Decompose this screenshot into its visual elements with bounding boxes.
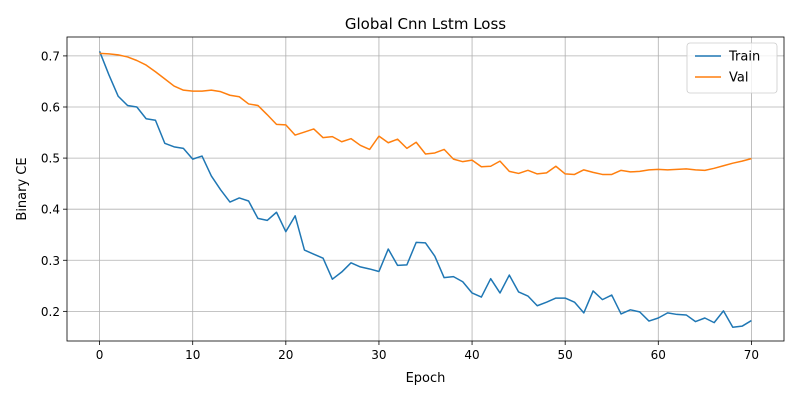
series-lines — [98, 51, 752, 328]
y-tick-label: 0.4 — [41, 203, 60, 217]
y-tick-label: 0.6 — [41, 100, 60, 114]
y-tick-label: 0.2 — [41, 305, 60, 319]
x-tick-label: 0 — [96, 348, 104, 362]
x-axis-label: Epoch — [406, 371, 446, 386]
y-tick-label: 0.3 — [41, 254, 60, 268]
x-tick-label: 70 — [744, 348, 759, 362]
x-tick-label: 40 — [464, 348, 479, 362]
series-line-train — [98, 51, 752, 328]
y-axis-label: Binary CE — [15, 157, 30, 220]
x-tick-label: 10 — [185, 348, 200, 362]
legend: Train Val — [686, 42, 778, 94]
chart-title: Global Cnn Lstm Loss — [345, 15, 506, 33]
x-tick-label: 50 — [558, 348, 573, 362]
y-tick-label: 0.5 — [41, 152, 60, 166]
x-tick-label: 20 — [278, 348, 293, 362]
plot-frame — [66, 36, 785, 342]
x-tick-label: 30 — [371, 348, 386, 362]
grid-lines — [67, 37, 784, 341]
legend-entry: Train — [728, 50, 760, 65]
series-line-val — [99, 52, 752, 176]
x-axis-ticks: 0 10 20 30 40 50 60 70 — [96, 341, 759, 362]
x-tick-label: 60 — [651, 348, 666, 362]
y-axis-ticks: 0.2 0.3 0.4 0.5 0.6 0.7 — [41, 49, 67, 319]
legend-entry: Val — [729, 71, 748, 86]
y-tick-label: 0.7 — [41, 49, 60, 63]
